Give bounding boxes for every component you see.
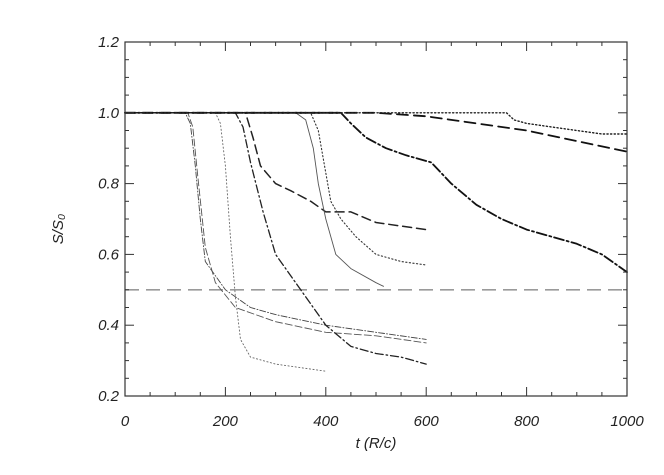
y-tick-label: 1.2: [98, 34, 120, 51]
y-tick-label: 0.8: [98, 176, 120, 193]
y-tick-label: 1.0: [98, 105, 120, 122]
series-line-1: [124, 112, 427, 340]
series-line-7: [124, 112, 427, 266]
axis-ticks: [124, 41, 628, 397]
x-tick-label: 800: [514, 413, 540, 430]
series-line-9: [124, 111, 628, 153]
series-line-10: [124, 112, 628, 135]
y-tick-label: 0.2: [98, 388, 120, 405]
series-line-5: [124, 112, 427, 231]
y-axis-label: S/S₀: [50, 214, 67, 245]
x-tick-label: 400: [313, 413, 339, 430]
series-line-3: [124, 112, 327, 372]
y-tick-label: 0.6: [98, 246, 120, 263]
x-tick-label: 600: [414, 413, 440, 430]
plot-lines: [124, 111, 628, 372]
series-line-8: [124, 111, 628, 274]
x-axis-label: t (R/c): [356, 435, 397, 452]
x-tick-label: 1000: [610, 413, 644, 430]
y-tick-label: 0.4: [98, 317, 119, 334]
x-tick-label: 0: [121, 413, 130, 430]
series-line-2: [124, 112, 427, 344]
x-tick-label: 200: [212, 413, 239, 430]
series-line-4: [124, 112, 427, 365]
series-line-6: [124, 112, 384, 287]
tick-labels: 0 200 400 600 800 1000 0.2 0.4 0.6 0.8 1.0 1.2: [98, 34, 644, 430]
